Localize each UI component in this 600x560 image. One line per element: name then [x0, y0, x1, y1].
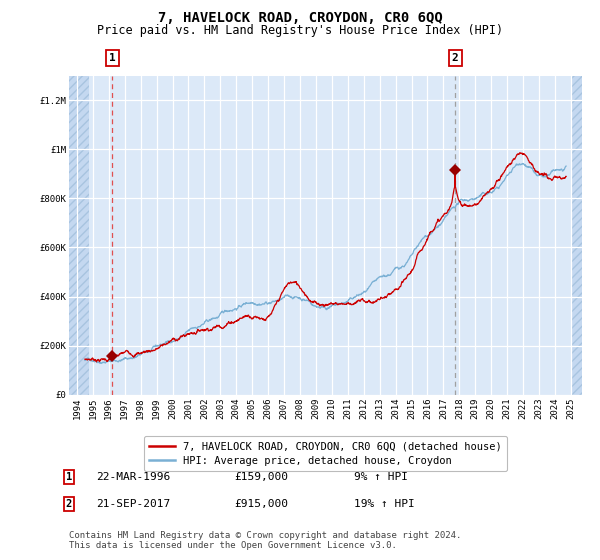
- Text: 22-MAR-1996: 22-MAR-1996: [96, 472, 170, 482]
- Bar: [571, 76, 582, 395]
- Text: 1: 1: [66, 472, 72, 482]
- Text: 1: 1: [109, 53, 116, 63]
- Text: 7, HAVELOCK ROAD, CROYDON, CR0 6QQ: 7, HAVELOCK ROAD, CROYDON, CR0 6QQ: [158, 11, 442, 25]
- Text: £915,000: £915,000: [234, 499, 288, 509]
- Legend: 7, HAVELOCK ROAD, CROYDON, CR0 6QQ (detached house), HPI: Average price, detache: 7, HAVELOCK ROAD, CROYDON, CR0 6QQ (deta…: [144, 436, 507, 471]
- Text: 21-SEP-2017: 21-SEP-2017: [96, 499, 170, 509]
- Text: Contains HM Land Registry data © Crown copyright and database right 2024.
This d: Contains HM Land Registry data © Crown c…: [69, 531, 461, 550]
- Text: 19% ↑ HPI: 19% ↑ HPI: [354, 499, 415, 509]
- Text: £159,000: £159,000: [234, 472, 288, 482]
- Bar: [69, 76, 89, 395]
- Text: 9% ↑ HPI: 9% ↑ HPI: [354, 472, 408, 482]
- Text: Price paid vs. HM Land Registry's House Price Index (HPI): Price paid vs. HM Land Registry's House …: [97, 24, 503, 36]
- Text: 2: 2: [452, 53, 458, 63]
- Text: 2: 2: [66, 499, 72, 509]
